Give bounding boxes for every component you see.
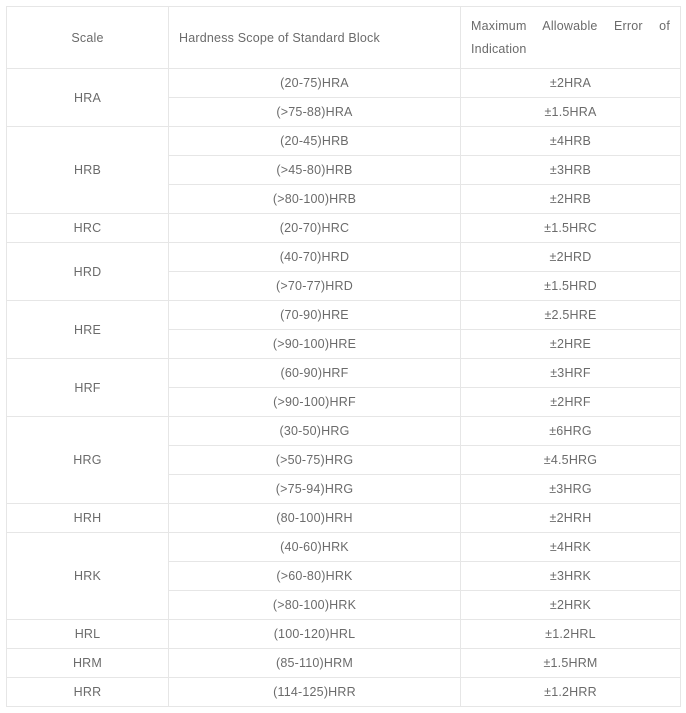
col-header-maxerr-l2: Indication xyxy=(471,42,527,56)
error-cell: ±3HRK xyxy=(461,562,681,591)
scope-cell: (60-90)HRF xyxy=(169,359,461,388)
scale-cell: HRD xyxy=(7,243,169,301)
table-row: HRD(40-70)HRD±2HRD xyxy=(7,243,681,272)
scale-cell: HRM xyxy=(7,649,169,678)
scope-cell: (>90-100)HRE xyxy=(169,330,461,359)
table-body: HRA(20-75)HRA±2HRA(>75-88)HRA±1.5HRAHRB(… xyxy=(7,69,681,707)
scope-cell: (80-100)HRH xyxy=(169,504,461,533)
scope-cell: (114-125)HRR xyxy=(169,678,461,707)
scope-cell: (20-70)HRC xyxy=(169,214,461,243)
col-header-maxerr-l1: Maximum Allowable Error of xyxy=(471,19,670,33)
col-header-maxerr: Maximum Allowable Error of Indication xyxy=(461,7,681,69)
error-cell: ±2HRB xyxy=(461,185,681,214)
error-cell: ±1.5HRA xyxy=(461,98,681,127)
scale-cell: HRG xyxy=(7,417,169,504)
table-row: HRE(70-90)HRE±2.5HRE xyxy=(7,301,681,330)
scope-cell: (20-75)HRA xyxy=(169,69,461,98)
scope-cell: (85-110)HRM xyxy=(169,649,461,678)
table-row: HRR(114-125)HRR±1.2HRR xyxy=(7,678,681,707)
error-cell: ±3HRG xyxy=(461,475,681,504)
error-cell: ±3HRF xyxy=(461,359,681,388)
scope-cell: (>45-80)HRB xyxy=(169,156,461,185)
scope-cell: (40-60)HRK xyxy=(169,533,461,562)
error-cell: ±2.5HRE xyxy=(461,301,681,330)
scope-cell: (>70-77)HRD xyxy=(169,272,461,301)
scale-cell: HRB xyxy=(7,127,169,214)
scope-cell: (>80-100)HRK xyxy=(169,591,461,620)
scope-cell: (>80-100)HRB xyxy=(169,185,461,214)
scope-cell: (>50-75)HRG xyxy=(169,446,461,475)
scope-cell: (40-70)HRD xyxy=(169,243,461,272)
scope-cell: (>60-80)HRK xyxy=(169,562,461,591)
scale-cell: HRF xyxy=(7,359,169,417)
table-row: HRL(100-120)HRL±1.2HRL xyxy=(7,620,681,649)
table-row: HRK(40-60)HRK±4HRK xyxy=(7,533,681,562)
table-header-row: Scale Hardness Scope of Standard Block M… xyxy=(7,7,681,69)
error-cell: ±4HRK xyxy=(461,533,681,562)
error-cell: ±2HRA xyxy=(461,69,681,98)
table-row: HRA(20-75)HRA±2HRA xyxy=(7,69,681,98)
table-row: HRB(20-45)HRB±4HRB xyxy=(7,127,681,156)
error-cell: ±1.5HRC xyxy=(461,214,681,243)
table-row: HRH(80-100)HRH±2HRH xyxy=(7,504,681,533)
error-cell: ±1.2HRR xyxy=(461,678,681,707)
scope-cell: (>75-88)HRA xyxy=(169,98,461,127)
scope-cell: (20-45)HRB xyxy=(169,127,461,156)
error-cell: ±1.2HRL xyxy=(461,620,681,649)
col-header-scale: Scale xyxy=(7,7,169,69)
error-cell: ±1.5HRD xyxy=(461,272,681,301)
scale-cell: HRC xyxy=(7,214,169,243)
table-row: HRF(60-90)HRF±3HRF xyxy=(7,359,681,388)
error-cell: ±2HRD xyxy=(461,243,681,272)
scope-cell: (70-90)HRE xyxy=(169,301,461,330)
error-cell: ±3HRB xyxy=(461,156,681,185)
scope-cell: (30-50)HRG xyxy=(169,417,461,446)
scope-cell: (100-120)HRL xyxy=(169,620,461,649)
error-cell: ±4HRB xyxy=(461,127,681,156)
error-cell: ±6HRG xyxy=(461,417,681,446)
error-cell: ±2HRE xyxy=(461,330,681,359)
table-row: HRC(20-70)HRC±1.5HRC xyxy=(7,214,681,243)
scale-cell: HRK xyxy=(7,533,169,620)
scope-cell: (>75-94)HRG xyxy=(169,475,461,504)
error-cell: ±2HRH xyxy=(461,504,681,533)
scale-cell: HRR xyxy=(7,678,169,707)
scale-cell: HRL xyxy=(7,620,169,649)
table-row: HRM(85-110)HRM±1.5HRM xyxy=(7,649,681,678)
error-cell: ±1.5HRM xyxy=(461,649,681,678)
table-row: HRG(30-50)HRG±6HRG xyxy=(7,417,681,446)
scope-cell: (>90-100)HRF xyxy=(169,388,461,417)
scale-cell: HRA xyxy=(7,69,169,127)
error-cell: ±4.5HRG xyxy=(461,446,681,475)
error-cell: ±2HRK xyxy=(461,591,681,620)
scale-cell: HRE xyxy=(7,301,169,359)
col-header-scope: Hardness Scope of Standard Block xyxy=(169,7,461,69)
scale-cell: HRH xyxy=(7,504,169,533)
hardness-table: Scale Hardness Scope of Standard Block M… xyxy=(6,6,681,707)
error-cell: ±2HRF xyxy=(461,388,681,417)
